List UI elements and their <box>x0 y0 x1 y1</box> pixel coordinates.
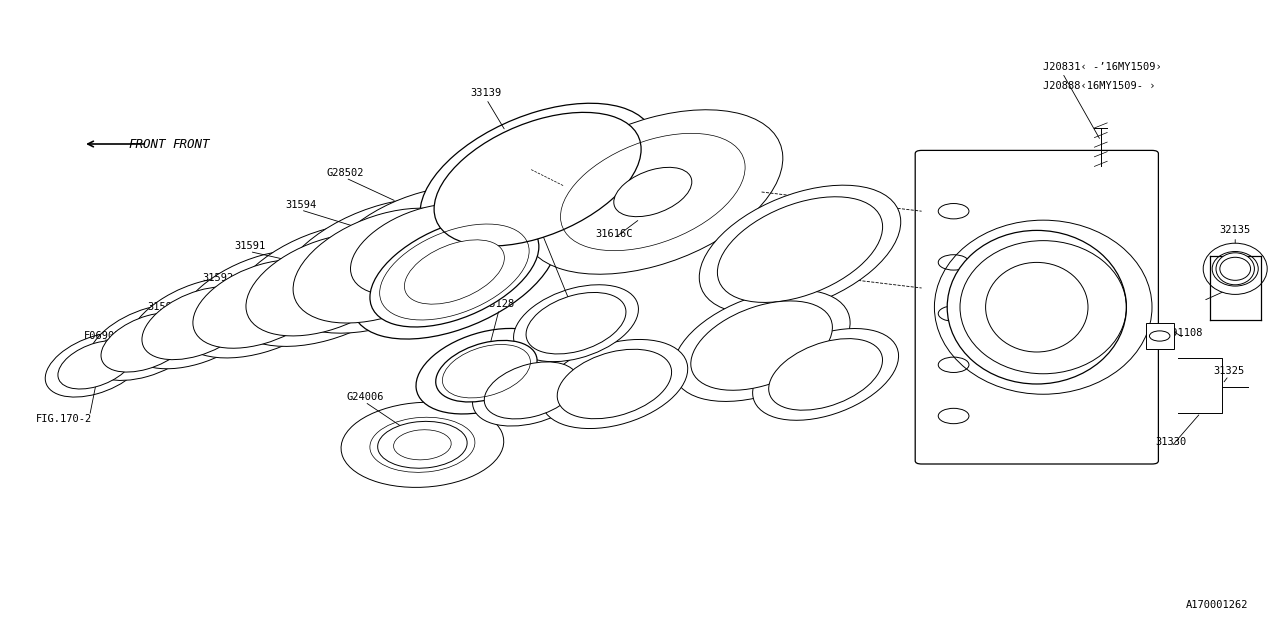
FancyBboxPatch shape <box>915 150 1158 464</box>
Ellipse shape <box>352 205 557 339</box>
Ellipse shape <box>416 328 557 414</box>
Text: F19202: F19202 <box>550 392 589 402</box>
Ellipse shape <box>293 208 475 323</box>
Ellipse shape <box>45 333 147 397</box>
Bar <box>1146 323 1174 349</box>
Text: 31592: 31592 <box>202 273 233 284</box>
Ellipse shape <box>276 198 492 333</box>
Text: J20888‹16MY1509- ›: J20888‹16MY1509- › <box>1043 81 1156 92</box>
Ellipse shape <box>178 250 347 358</box>
Text: 31591: 31591 <box>234 241 265 252</box>
Text: A170001262: A170001262 <box>1185 600 1248 610</box>
Text: 0600S: 0600S <box>631 369 662 380</box>
Circle shape <box>938 306 969 321</box>
Ellipse shape <box>393 429 452 460</box>
Ellipse shape <box>484 362 579 419</box>
Ellipse shape <box>1203 243 1267 294</box>
Ellipse shape <box>340 402 504 488</box>
Ellipse shape <box>128 278 269 369</box>
Text: G24006: G24006 <box>346 392 384 402</box>
Ellipse shape <box>541 339 687 429</box>
Ellipse shape <box>522 110 783 274</box>
Text: G73521: G73521 <box>1210 280 1248 290</box>
Text: 33139: 33139 <box>471 88 502 98</box>
Text: 31288: 31288 <box>746 232 777 242</box>
Ellipse shape <box>526 292 626 354</box>
Text: 33128: 33128 <box>484 299 515 309</box>
Ellipse shape <box>691 301 832 390</box>
Text: G97404: G97404 <box>365 286 403 296</box>
Ellipse shape <box>246 234 407 336</box>
Circle shape <box>938 204 969 219</box>
Text: F06902: F06902 <box>83 331 122 341</box>
Ellipse shape <box>513 285 639 362</box>
Ellipse shape <box>753 328 899 420</box>
Text: FRONT: FRONT <box>128 138 166 150</box>
Ellipse shape <box>193 260 332 348</box>
Ellipse shape <box>378 421 467 468</box>
Ellipse shape <box>717 196 883 303</box>
Ellipse shape <box>404 240 504 304</box>
Ellipse shape <box>614 167 691 217</box>
Ellipse shape <box>101 313 193 372</box>
Ellipse shape <box>434 113 641 246</box>
Ellipse shape <box>229 223 424 346</box>
Ellipse shape <box>370 217 539 327</box>
Text: G91108: G91108 <box>1165 328 1203 338</box>
Ellipse shape <box>673 290 850 401</box>
Text: 31496: 31496 <box>791 376 822 386</box>
Text: FRONT: FRONT <box>173 138 210 150</box>
Text: 31325: 31325 <box>1213 366 1244 376</box>
Ellipse shape <box>472 355 590 426</box>
Ellipse shape <box>986 262 1088 352</box>
Text: 31288: 31288 <box>708 340 739 351</box>
Ellipse shape <box>351 204 494 295</box>
Ellipse shape <box>435 340 538 402</box>
Text: F19202: F19202 <box>518 212 557 223</box>
Ellipse shape <box>699 185 901 314</box>
Circle shape <box>938 255 969 270</box>
Ellipse shape <box>769 339 882 410</box>
Ellipse shape <box>1149 331 1170 341</box>
Ellipse shape <box>58 340 134 389</box>
Text: 32135: 32135 <box>1220 225 1251 236</box>
Ellipse shape <box>557 349 672 419</box>
Text: J20831‹ -’16MY1509›: J20831‹ -’16MY1509› <box>1043 62 1162 72</box>
Text: 31616C: 31616C <box>595 228 634 239</box>
Text: 31330: 31330 <box>1156 436 1187 447</box>
Circle shape <box>938 408 969 424</box>
Ellipse shape <box>947 230 1126 384</box>
Ellipse shape <box>420 103 655 255</box>
Ellipse shape <box>1216 253 1254 285</box>
Circle shape <box>938 357 969 372</box>
Ellipse shape <box>88 305 206 380</box>
Text: FIG.170-2: FIG.170-2 <box>36 414 92 424</box>
Text: 31591A: 31591A <box>147 302 186 312</box>
Text: 31594: 31594 <box>285 200 316 210</box>
Ellipse shape <box>142 287 255 360</box>
Ellipse shape <box>323 186 522 313</box>
Text: G28502: G28502 <box>326 168 365 178</box>
